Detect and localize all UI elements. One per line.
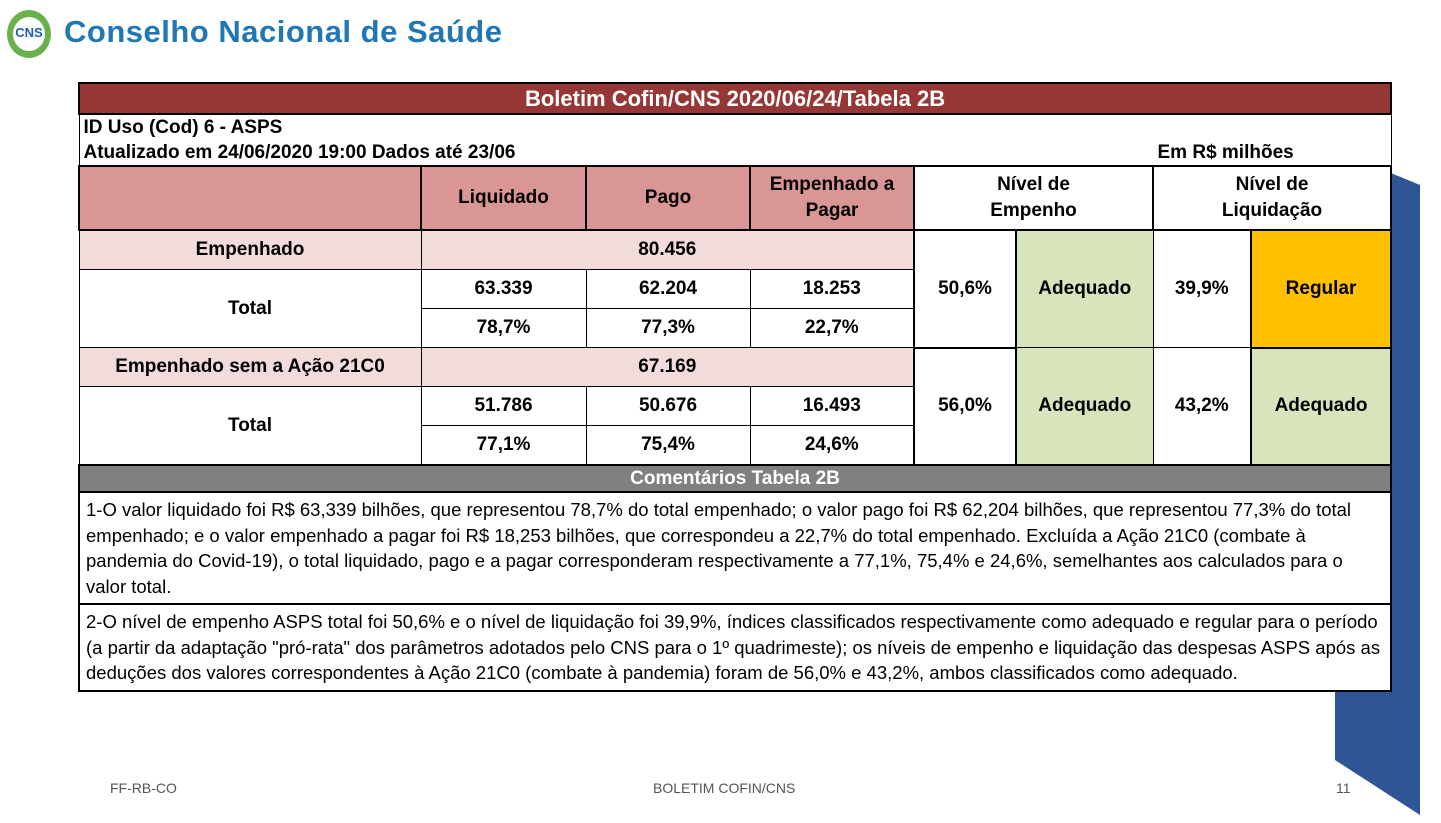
column-header: Nível de Liquidação [1151,165,1393,231]
amount: 16.493 [749,386,915,426]
header-title: Conselho Nacional de Saúde [64,14,503,49]
percent: 22,7% [749,308,915,348]
empenho-level: 50,6% [913,229,1017,349]
amount: 62.204 [585,269,751,309]
comments-title: Comentários Tabela 2B [77,464,1393,493]
percent: 77,1% [420,425,587,466]
info-row: Atualizado em 24/06/2020 19:00 Dados até… [78,140,1392,166]
unit-label: Em R$ milhões [1157,141,1294,163]
info-row: ID Uso (Cod) 6 - ASPS [78,114,1392,140]
amount-row: Total 63.339 62.204 18.253 [78,269,1391,348]
header-row: Liquidado Pago Empenhado a Pagar Nível de E… [78,165,1393,231]
liquidacao-level: 39,9% [1152,229,1252,348]
footer-center: BOLETIM COFIN/CNS [653,780,796,796]
amount: 18.253 [749,269,915,309]
group-label: Empenhado sem a Ação 21C0 [78,347,422,387]
amount: 51.786 [420,386,587,426]
total-label: Total [78,386,422,466]
percent: 24,6% [749,425,915,466]
percent-row: 77,1% 75,4% 24,6% [79,425,1391,466]
page-number: 11 [1336,780,1351,796]
comment-paragraph: 2-O nível de empenho ASPS total foi 50,6… [77,603,1393,692]
logo: CNS [7,10,51,58]
amount-row: Total 51.786 50.676 16.493 [78,386,1391,466]
group-label: Empenhado [78,229,422,270]
comment-row: 1-O valor liquidado foi R$ 63,339 bilhõe… [77,491,1393,605]
amount: 50.676 [585,386,751,426]
comment-row: 2-O nível de empenho ASPS total foi 50,6… [77,603,1393,692]
logo-text: CNS [15,25,43,40]
group-value: 67.169 [420,347,915,387]
liquidacao-level: 43,2% [1152,347,1252,466]
group-row: Empenhado 80.456 50,6% Adequado 39,9% Regular [78,229,1393,349]
total-label: Total [78,269,422,348]
column-header: Liquidado [420,165,587,231]
liquidacao-rating: Regular [1249,229,1393,349]
percent: 78,7% [420,308,587,348]
column-header: Nível de Empenho [913,165,1154,231]
empenho-rating: Adequado [1015,347,1154,466]
percent: 77,3% [585,308,751,348]
column-header: Empenhado a Pagar [749,165,915,231]
group-value: 80.456 [420,229,915,270]
percent-row: 78,7% 77,3% 22,7% [79,308,1391,348]
comments-title-row: Comentários Tabela 2B [77,464,1393,493]
amount: 63.339 [420,269,587,309]
info-line: Atualizado em 24/06/2020 19:00 Dados até… [83,141,516,163]
liquidacao-rating: Adequado [1249,346,1393,466]
percent: 75,4% [585,425,751,466]
header-cell [78,165,422,231]
comment-paragraph: 1-O valor liquidado foi R$ 63,339 bilhõe… [77,491,1393,605]
footer-left: FF-RB-CO [110,780,177,796]
title-row: Boletim Cofin/CNS 2020/06/24/Tabela 2B [77,82,1393,115]
column-header: Pago [585,165,751,231]
table-title: Boletim Cofin/CNS 2020/06/24/Tabela 2B [77,82,1393,115]
empenho-level: 56,0% [913,346,1017,466]
data-table: Boletim Cofin/CNS 2020/06/24/Tabela 2B ID… [77,82,1393,692]
info-cell: Atualizado em 24/06/2020 19:00 Dados até… [78,140,1392,166]
empenho-rating: Adequado [1015,229,1154,348]
info-line: ID Uso (Cod) 6 - ASPS [78,114,1392,140]
group-row: Empenhado sem a Ação 21C0 67.169 56,0% Adeq… [78,346,1393,466]
